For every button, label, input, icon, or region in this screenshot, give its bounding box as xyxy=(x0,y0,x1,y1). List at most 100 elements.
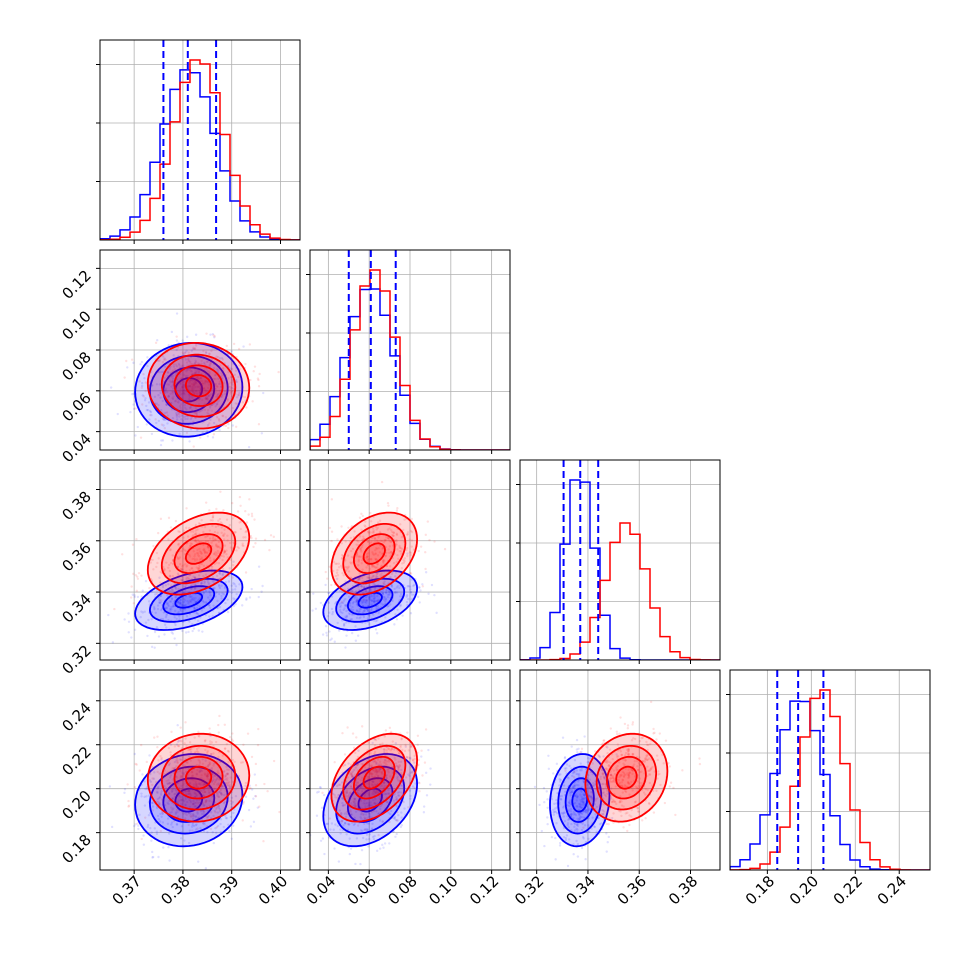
scatter-point xyxy=(181,386,184,389)
scatter-point xyxy=(203,582,206,585)
scatter-point xyxy=(374,802,378,806)
scatter-point xyxy=(170,408,174,411)
scatter-point xyxy=(389,575,392,579)
scatter-point xyxy=(165,613,169,616)
scatter-point xyxy=(170,385,173,388)
scatter-point xyxy=(228,735,232,739)
scatter-point xyxy=(187,357,190,360)
scatter-point xyxy=(200,518,203,522)
scatter-point xyxy=(364,520,367,523)
scatter-point xyxy=(378,807,382,811)
scatter-point xyxy=(353,803,357,806)
scatter-point xyxy=(376,775,380,778)
scatter-point xyxy=(220,594,223,598)
scatter-point xyxy=(161,812,164,816)
scatter-point xyxy=(568,804,571,808)
scatter-point xyxy=(207,604,211,607)
scatter-point xyxy=(376,791,379,794)
scatter-point xyxy=(205,773,209,777)
scatter-point xyxy=(359,813,363,816)
scatter-point xyxy=(156,790,159,794)
scatter-point xyxy=(183,389,186,392)
scatter-point xyxy=(200,552,203,555)
scatter-point xyxy=(235,592,238,596)
scatter-point xyxy=(358,607,361,611)
scatter-point xyxy=(232,342,236,346)
scatter-point xyxy=(312,592,315,595)
scatter-point xyxy=(127,631,130,634)
scatter-point xyxy=(171,797,175,800)
scatter-point xyxy=(372,599,375,603)
contour-0 xyxy=(335,577,406,623)
scatter-point xyxy=(203,380,207,383)
scatter-point xyxy=(417,586,421,589)
density-fill-1 xyxy=(161,523,236,584)
scatter-point xyxy=(383,580,386,583)
scatter-point xyxy=(398,765,402,768)
scatter-point xyxy=(178,364,181,367)
scatter-point xyxy=(169,776,172,779)
scatter-point xyxy=(139,743,143,747)
scatter-point xyxy=(652,732,655,735)
scatter-point xyxy=(148,754,151,757)
scatter-point xyxy=(547,754,550,757)
contour-1 xyxy=(173,364,224,407)
scatter-point xyxy=(582,837,585,840)
scatter-point xyxy=(405,593,409,597)
scatter-point xyxy=(200,557,203,561)
scatter-point xyxy=(381,592,385,596)
scatter-point xyxy=(168,781,172,785)
scatter-point xyxy=(389,775,392,778)
scatter-point xyxy=(190,382,194,386)
scatter-point xyxy=(364,589,367,592)
scatter-point xyxy=(211,516,214,519)
scatter-point xyxy=(203,783,206,786)
scatter-point xyxy=(194,823,197,827)
scatter-point xyxy=(197,734,200,737)
scatter-point xyxy=(180,414,183,417)
scatter-point xyxy=(374,599,377,603)
scatter-point xyxy=(190,747,193,751)
scatter-point xyxy=(197,566,200,570)
scatter-point xyxy=(359,829,363,832)
scatter-point xyxy=(171,562,175,566)
scatter-point xyxy=(204,589,208,593)
scatter-point xyxy=(629,780,633,784)
scatter-point xyxy=(400,816,403,819)
scatter-point xyxy=(634,737,637,741)
scatter-point xyxy=(222,801,226,805)
scatter-point xyxy=(224,778,228,781)
scatter-point xyxy=(209,333,212,336)
scatter-point xyxy=(348,612,352,616)
scatter-point xyxy=(193,347,197,350)
scatter-point xyxy=(139,363,142,366)
scatter-point xyxy=(206,545,209,549)
scatter-point xyxy=(572,813,575,816)
scatter-point xyxy=(568,764,571,768)
scatter-point xyxy=(171,439,174,442)
scatter-point xyxy=(372,793,376,796)
scatter-point xyxy=(188,440,191,443)
scatter-point xyxy=(417,781,420,784)
scatter-point xyxy=(211,576,215,579)
scatter-point xyxy=(193,372,196,375)
scatter-point xyxy=(587,837,590,840)
scatter-point xyxy=(189,799,192,802)
scatter-point xyxy=(177,413,181,416)
scatter-point xyxy=(366,555,369,558)
scatter-point xyxy=(214,525,218,529)
scatter-point xyxy=(356,579,360,582)
scatter-point xyxy=(314,607,318,611)
scatter-point xyxy=(377,737,380,740)
scatter-point xyxy=(368,614,371,617)
scatter-point xyxy=(573,785,576,788)
scatter-point xyxy=(350,813,353,816)
scatter-point xyxy=(344,566,348,569)
scatter-point xyxy=(374,546,378,550)
scatter-point xyxy=(199,522,202,526)
scatter-point xyxy=(207,774,210,777)
scatter-point xyxy=(360,848,364,852)
scatter-point xyxy=(206,534,210,537)
scatter-point xyxy=(382,786,386,789)
scatter-point xyxy=(382,596,386,599)
